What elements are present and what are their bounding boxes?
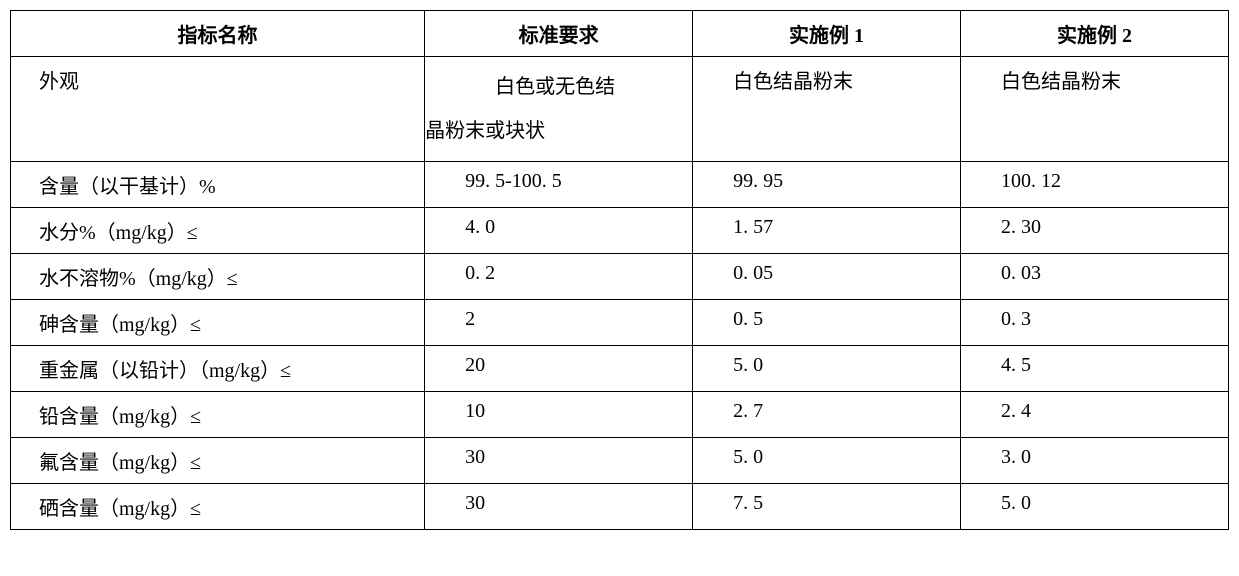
- cell-standard-line2: 晶粉末或块状: [425, 109, 680, 153]
- cell-ex1: 5. 0: [693, 346, 961, 392]
- cell-name: 氟含量（mg/kg）≤: [11, 438, 425, 484]
- cell-ex2: 2. 30: [961, 208, 1229, 254]
- table-row: 砷含量（mg/kg）≤ 2 0. 5 0. 3: [11, 300, 1229, 346]
- col-header-ex1: 实施例 1: [693, 11, 961, 57]
- cell-ex2: 4. 5: [961, 346, 1229, 392]
- col-header-standard: 标准要求: [425, 11, 693, 57]
- cell-ex1: 7. 5: [693, 484, 961, 530]
- cell-ex2: 白色结晶粉末: [961, 57, 1229, 162]
- table-header-row: 指标名称 标准要求 实施例 1 实施例 2: [11, 11, 1229, 57]
- cell-standard: 30: [425, 484, 693, 530]
- cell-ex1: 99. 95: [693, 162, 961, 208]
- cell-standard: 4. 0: [425, 208, 693, 254]
- cell-ex1: 白色结晶粉末: [693, 57, 961, 162]
- cell-ex1: 0. 05: [693, 254, 961, 300]
- cell-standard: 2: [425, 300, 693, 346]
- cell-standard: 10: [425, 392, 693, 438]
- cell-ex2: 3. 0: [961, 438, 1229, 484]
- table-row: 含量（以干基计）% 99. 5-100. 5 99. 95 100. 12: [11, 162, 1229, 208]
- cell-ex1: 1. 57: [693, 208, 961, 254]
- cell-standard: 白色或无色结 晶粉末或块状: [425, 57, 693, 162]
- cell-ex1: 5. 0: [693, 438, 961, 484]
- cell-standard-line1: 白色或无色结: [425, 65, 680, 109]
- cell-name: 重金属（以铅计）（mg/kg）≤: [11, 346, 425, 392]
- table-row: 铅含量（mg/kg）≤ 10 2. 7 2. 4: [11, 392, 1229, 438]
- spec-table: 指标名称 标准要求 实施例 1 实施例 2 外观 白色或无色结 晶粉末或块状 白…: [10, 10, 1229, 530]
- cell-ex2: 0. 3: [961, 300, 1229, 346]
- cell-ex2: 100. 12: [961, 162, 1229, 208]
- cell-ex2: 5. 0: [961, 484, 1229, 530]
- cell-name: 硒含量（mg/kg）≤: [11, 484, 425, 530]
- table-row: 水不溶物%（mg/kg）≤ 0. 2 0. 05 0. 03: [11, 254, 1229, 300]
- table-row: 重金属（以铅计）（mg/kg）≤ 20 5. 0 4. 5: [11, 346, 1229, 392]
- cell-name: 含量（以干基计）%: [11, 162, 425, 208]
- cell-name: 砷含量（mg/kg）≤: [11, 300, 425, 346]
- col-header-ex2: 实施例 2: [961, 11, 1229, 57]
- cell-standard: 30: [425, 438, 693, 484]
- cell-ex1: 2. 7: [693, 392, 961, 438]
- cell-ex2: 0. 03: [961, 254, 1229, 300]
- table-row: 水分%（mg/kg）≤ 4. 0 1. 57 2. 30: [11, 208, 1229, 254]
- cell-name: 水不溶物%（mg/kg）≤: [11, 254, 425, 300]
- col-header-name: 指标名称: [11, 11, 425, 57]
- table-row: 氟含量（mg/kg）≤ 30 5. 0 3. 0: [11, 438, 1229, 484]
- cell-standard: 20: [425, 346, 693, 392]
- table-row: 硒含量（mg/kg）≤ 30 7. 5 5. 0: [11, 484, 1229, 530]
- cell-name: 铅含量（mg/kg）≤: [11, 392, 425, 438]
- table-row: 外观 白色或无色结 晶粉末或块状 白色结晶粉末 白色结晶粉末: [11, 57, 1229, 162]
- cell-ex1: 0. 5: [693, 300, 961, 346]
- cell-name: 水分%（mg/kg）≤: [11, 208, 425, 254]
- cell-ex2: 2. 4: [961, 392, 1229, 438]
- cell-standard: 99. 5-100. 5: [425, 162, 693, 208]
- cell-standard: 0. 2: [425, 254, 693, 300]
- cell-name: 外观: [11, 57, 425, 162]
